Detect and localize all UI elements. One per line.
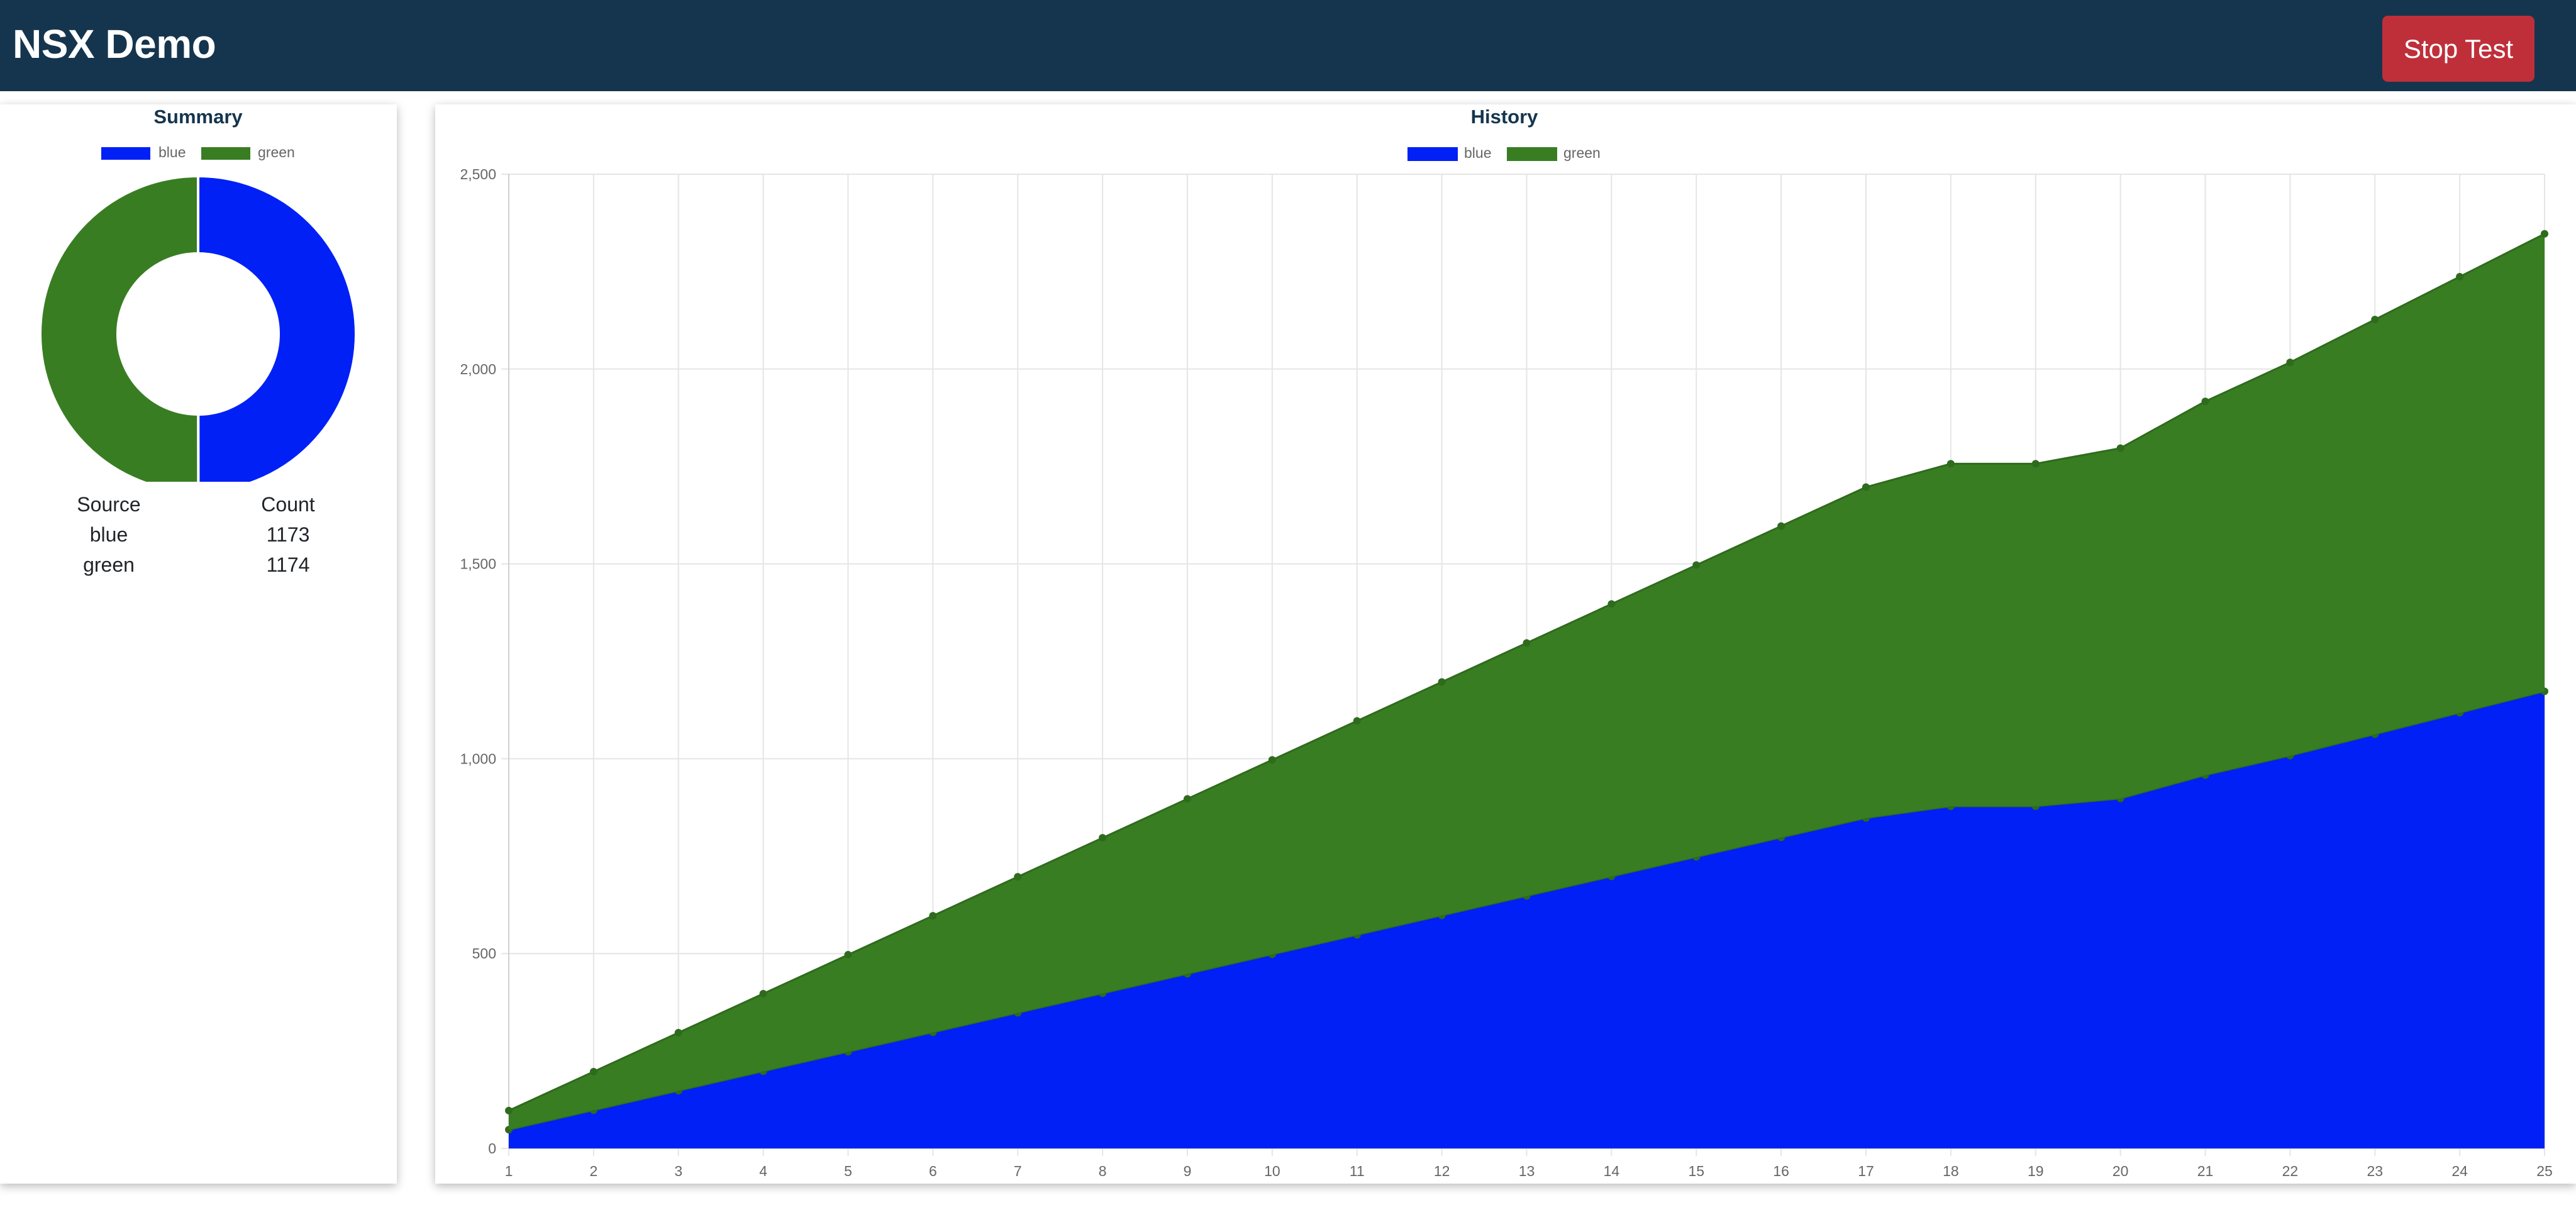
data-point-green[interactable] <box>674 1028 682 1036</box>
x-tick-label: 12 <box>1434 1163 1450 1179</box>
x-tick-label: 20 <box>2112 1163 2129 1179</box>
x-tick-label: 10 <box>1264 1163 1280 1179</box>
history-card: History blue green 1 2 3 4 5 6 7 8 9 10 11 12 13 14 15… <box>435 104 2576 1184</box>
x-tick-label: 11 <box>1350 1163 1365 1179</box>
x-tick-label: 17 <box>1858 1163 1874 1179</box>
history-legend-swatch-green <box>1507 147 1557 161</box>
summary-chart: Summary blue green <box>39 106 358 482</box>
x-tick-label: 15 <box>1688 1163 1704 1179</box>
row-source-cell: blue <box>89 523 128 546</box>
table-row: green 1174 <box>30 550 389 580</box>
history-chart: History blue green 1 2 3 4 5 6 7 8 9 10 11 12 13 14 15… <box>460 106 2553 1179</box>
x-tick-label: 8 <box>1099 1163 1107 1179</box>
data-point-green[interactable] <box>1862 483 1870 491</box>
x-tick-label: 21 <box>2197 1163 2214 1179</box>
data-point-green[interactable] <box>1692 561 1701 569</box>
app-header: NSX Demo Stop Test <box>0 0 2576 91</box>
data-point-green[interactable] <box>759 990 767 998</box>
row-source-cell: green <box>83 553 135 576</box>
y-tick-label: 2,000 <box>460 361 496 377</box>
data-point-green[interactable] <box>589 1067 597 1075</box>
history-legend-label-green[interactable]: green <box>1563 145 1601 161</box>
history-chart-title: History <box>1471 106 1539 128</box>
pie-slice-green[interactable] <box>39 174 200 482</box>
y-tick-label: 2,500 <box>460 166 496 182</box>
history-legend-label-blue[interactable]: blue <box>1464 145 1491 161</box>
area-series-green <box>509 233 2545 1130</box>
summary-legend-label-green[interactable]: green <box>258 144 295 160</box>
x-tick-label: 22 <box>2282 1163 2299 1179</box>
history-legend-swatch-blue <box>1407 147 1458 161</box>
data-point-green[interactable] <box>1777 522 1785 530</box>
data-point-green[interactable] <box>2456 272 2464 280</box>
row-count-cell: 1173 <box>266 523 310 546</box>
row-count-cell: 1174 <box>266 553 310 576</box>
data-point-green[interactable] <box>1607 600 1616 608</box>
data-point-green[interactable] <box>1099 834 1107 842</box>
data-point-green[interactable] <box>929 912 937 920</box>
summary-legend-swatch-blue <box>101 147 150 160</box>
x-tick-label: 23 <box>2367 1163 2383 1179</box>
source-column-header: Source <box>77 493 141 516</box>
data-point-green[interactable] <box>2371 316 2379 324</box>
x-tick-label: 7 <box>1014 1163 1022 1179</box>
count-column-header: Count <box>261 493 315 516</box>
data-point-green[interactable] <box>1184 795 1191 803</box>
summary-card: Summary blue green Source Count blue 117… <box>0 104 397 1184</box>
data-point-green[interactable] <box>1353 717 1361 725</box>
pie-slice-blue[interactable] <box>197 174 358 482</box>
table-row: blue 1173 <box>30 519 389 550</box>
x-tick-label: 9 <box>1184 1163 1192 1179</box>
summary-chart-title: Summary <box>153 106 243 128</box>
data-point-green[interactable] <box>1946 460 1955 468</box>
data-point-green[interactable] <box>2541 230 2548 238</box>
x-tick-label: 19 <box>2028 1163 2044 1179</box>
data-point-green[interactable] <box>844 951 852 959</box>
x-tick-label: 5 <box>844 1163 852 1179</box>
data-point-green[interactable] <box>1523 639 1531 647</box>
y-tick-label: 1,000 <box>460 750 496 767</box>
area-series-blue <box>509 691 2545 1148</box>
app-title: NSX Demo <box>13 21 216 67</box>
data-point-green[interactable] <box>2286 358 2294 367</box>
data-point-green[interactable] <box>505 1106 513 1114</box>
data-point-green[interactable] <box>1268 756 1276 764</box>
data-point-green[interactable] <box>2116 444 2124 452</box>
x-tick-label: 14 <box>1604 1163 1620 1179</box>
x-tick-label: 3 <box>674 1163 682 1179</box>
x-tick-label: 2 <box>589 1163 597 1179</box>
x-tick-label: 18 <box>1943 1163 1959 1179</box>
x-tick-label: 25 <box>2536 1163 2553 1179</box>
x-tick-label: 16 <box>1773 1163 1789 1179</box>
summary-table-header-row: Source Count <box>30 489 389 519</box>
x-tick-label: 24 <box>2451 1163 2468 1179</box>
summary-legend-swatch-green <box>201 147 250 160</box>
x-tick-label: 13 <box>1519 1163 1535 1179</box>
stop-test-button[interactable]: Stop Test <box>2382 16 2534 82</box>
x-tick-label: 4 <box>759 1163 767 1179</box>
summary-table: Source Count blue 1173 green 1174 <box>30 489 389 580</box>
data-point-green[interactable] <box>2201 397 2209 406</box>
data-point-green[interactable] <box>1014 873 1022 881</box>
x-tick-label: 6 <box>929 1163 937 1179</box>
summary-legend-label-blue[interactable]: blue <box>158 144 186 160</box>
x-tick-label: 1 <box>505 1163 513 1179</box>
y-tick-label: 500 <box>472 945 496 962</box>
data-point-green[interactable] <box>1438 678 1446 686</box>
data-point-green[interactable] <box>2031 460 2040 468</box>
y-tick-label: 0 <box>488 1140 496 1157</box>
y-tick-label: 1,500 <box>460 556 496 572</box>
